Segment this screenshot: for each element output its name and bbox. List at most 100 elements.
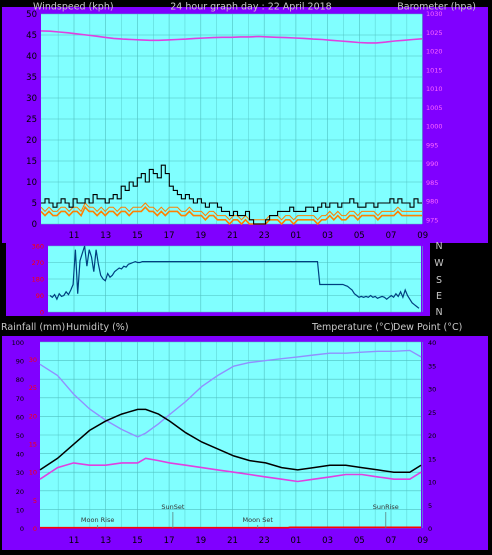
direction-line <box>49 245 420 309</box>
top-grid <box>41 13 424 225</box>
windspeed-label: Windspeed (kph) <box>33 2 114 13</box>
lower-rain-tick: 0 <box>33 525 37 533</box>
moonset-annotation: Moon Set <box>243 516 274 524</box>
top-x-tick: 11 <box>69 231 80 241</box>
top-x-tick: 21 <box>227 231 238 241</box>
top-x-tick: 13 <box>100 231 111 241</box>
direction-y-tick: 270 <box>32 259 44 267</box>
lower-x-tick: 01 <box>290 536 301 546</box>
lower-temp-tick: 5 <box>428 502 432 510</box>
temperature-line <box>39 408 422 473</box>
lower-x-tick: 11 <box>69 536 80 546</box>
lower-humidity-tick: 70 <box>16 395 24 403</box>
top-baro-tick: 980 <box>426 198 438 206</box>
top-y-tick: 30 <box>26 94 37 104</box>
top-x-tick: 07 <box>386 231 397 241</box>
rainfall-label: Rainfall (mm) <box>1 322 65 333</box>
lower-rain-tick: 5 <box>33 497 37 505</box>
temperature-label: Temperature (°C) <box>311 322 394 333</box>
lower-humidity-tick: 80 <box>16 376 24 384</box>
lower-x-tick: 13 <box>100 536 111 546</box>
top-y-tick: 0 <box>32 220 37 230</box>
lower-rain-tick: 25 <box>29 384 37 392</box>
lower-humidity-tick: 40 <box>16 451 24 459</box>
lower-x-tick: 03 <box>322 536 333 546</box>
top-y-tick: 15 <box>26 157 37 167</box>
top-baro-tick: 995 <box>426 141 438 149</box>
moonrise-annotation: Moon Rise <box>81 516 114 524</box>
direction-y-tick: 180 <box>32 276 44 284</box>
chart-title: 24 hour graph day : 22 April 2018 <box>170 2 331 13</box>
lower-x-tick: 05 <box>354 536 365 546</box>
wind-line <box>41 164 422 225</box>
lower-rain-tick: 20 <box>29 412 37 420</box>
top-baro-tick: 985 <box>426 179 438 187</box>
dewpoint-line <box>39 457 422 483</box>
top-series <box>40 30 423 226</box>
gust-line-upper <box>40 202 422 221</box>
top-y-tick: 5 <box>32 199 37 209</box>
top-x-tick: 23 <box>259 231 270 241</box>
direction-y-tick: 90 <box>36 292 44 300</box>
top-baro-tick: 1030 <box>426 10 443 18</box>
direction-y-tick: 360 <box>32 243 44 251</box>
top-y-tick: 40 <box>26 52 37 62</box>
lower-x-tick: 19 <box>195 536 206 546</box>
direction-series <box>49 245 420 309</box>
lower-temp-tick: 15 <box>428 455 436 463</box>
lower-rain-tick: 10 <box>29 469 37 477</box>
direction-label-e: E <box>436 291 442 302</box>
lower-humidity-tick: 100 <box>12 339 24 347</box>
sunset-annotation: SunSet <box>161 503 184 511</box>
lower-x-tick: 17 <box>164 536 175 546</box>
top-x-tick: 17 <box>164 231 175 241</box>
lower-rain-tick: 30 <box>29 356 37 364</box>
top-baro-tick: 1015 <box>426 66 443 74</box>
direction-y-tick: 0 <box>40 309 44 317</box>
lower-humidity-tick: 60 <box>16 413 24 421</box>
direction-label-s: S <box>436 275 442 286</box>
lower-x-tick: 21 <box>227 536 238 546</box>
lower-x-tick: 23 <box>259 536 270 546</box>
lower-humidity-tick: 0 <box>20 525 24 533</box>
lower-temp-tick: 25 <box>428 409 436 417</box>
top-x-tick: 19 <box>195 231 206 241</box>
lower-humidity-tick: 30 <box>16 469 24 477</box>
top-baro-tick: 1020 <box>426 48 443 56</box>
lower-rain-tick: 15 <box>29 440 37 448</box>
lower-humidity-tick: 10 <box>16 506 24 514</box>
barometer-line <box>40 30 423 44</box>
lower-temp-tick: 10 <box>428 479 436 487</box>
humidity-label: Humidity (%) <box>66 322 129 333</box>
lower-temp-tick: 30 <box>428 386 436 394</box>
top-x-tick: 15 <box>132 231 143 241</box>
top-y-tick: 50 <box>26 10 37 20</box>
lower-humidity-tick: 90 <box>16 358 24 366</box>
direction-grid <box>48 245 424 313</box>
lower-humidity-tick: 20 <box>16 488 24 496</box>
lower-temp-tick: 40 <box>428 339 436 347</box>
sunrise-annotation: SunRise <box>373 503 399 511</box>
top-y-tick: 45 <box>26 31 37 41</box>
lower-x-tick: 09 <box>417 536 428 546</box>
top-y-tick: 25 <box>26 115 37 125</box>
lower-axis-ticks: 11 13 15 17 19 21 23 01 03 05 07 090102030405060708… <box>12 339 437 546</box>
lower-temp-tick: 35 <box>428 362 436 370</box>
top-y-tick: 10 <box>26 178 37 188</box>
top-y-tick: 20 <box>26 136 37 146</box>
top-axis-ticks: 11 13 15 17 19 21 23 01 03 05 07 090510152025303540… <box>26 10 442 241</box>
top-baro-tick: 1025 <box>426 29 443 37</box>
direction-label-w: W <box>434 258 444 269</box>
lower-series <box>39 349 422 529</box>
top-x-tick: 05 <box>354 231 365 241</box>
top-baro-tick: 990 <box>426 160 438 168</box>
top-y-tick: 35 <box>26 73 37 83</box>
top-x-tick: 01 <box>290 231 301 241</box>
gust-line <box>40 205 422 226</box>
top-baro-tick: 1010 <box>426 85 443 93</box>
lower-x-tick: 15 <box>132 536 143 546</box>
lower-annotations: Moon Rise SunSet Moon Set SunRise <box>81 503 399 528</box>
lower-humidity-tick: 50 <box>16 432 24 440</box>
barometer-label: Barometer (hpa) <box>397 2 476 13</box>
